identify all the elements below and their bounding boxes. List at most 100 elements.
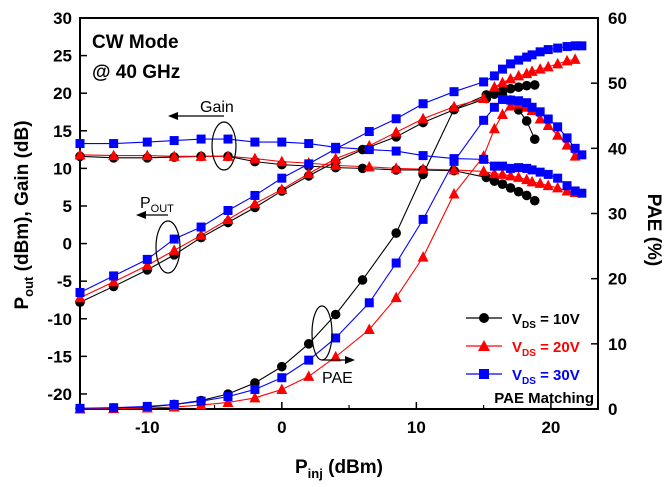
gain-point-20v (108, 150, 119, 161)
pae-point-30v (490, 103, 499, 112)
gain-point-30v (109, 139, 118, 148)
pae-point-30v (479, 116, 488, 125)
y-left-tick-label: 25 (53, 47, 72, 66)
pae-line-20v (80, 104, 575, 409)
gain-point-30v (331, 143, 340, 152)
gain-point-30v (553, 174, 562, 183)
pae-point-30v (277, 373, 286, 382)
pout-point-30v (577, 41, 586, 50)
pae-point-10v (277, 362, 287, 372)
pout-point-30v (170, 235, 179, 244)
pae-point-30v (506, 96, 515, 105)
x-tick-label: 20 (541, 418, 560, 437)
pout-point-30v (514, 56, 523, 65)
y-left-tick-label: 5 (63, 197, 72, 216)
pout-point-30v (277, 174, 286, 183)
gain-point-10v (522, 191, 532, 201)
pout-point-20v (169, 244, 180, 255)
pout-point-30v (490, 71, 499, 80)
pae-point-30v (544, 115, 553, 124)
pout-point-30v (553, 44, 562, 53)
pae-point-30v (224, 392, 233, 401)
x-tick-label: 0 (277, 418, 286, 437)
pae-point-30v (514, 96, 523, 105)
pout-point-10v (506, 84, 516, 94)
pout-point-20v (391, 126, 402, 137)
condition-line-2: @ 40 GHz (92, 62, 180, 83)
pae-point-10v (331, 310, 341, 320)
pout-point-20v (570, 53, 581, 64)
y-left-tick-label: -20 (47, 385, 72, 404)
pae-arrowhead (345, 356, 355, 364)
x-axis-title: Pinj (dBm) (295, 457, 383, 481)
y-left-tick-label: 10 (53, 159, 72, 178)
pout-point-30v (450, 87, 459, 96)
y-left-tick-label: 15 (53, 122, 72, 141)
pout-arrowhead (136, 211, 146, 219)
gain-ellipse (212, 122, 236, 170)
gain-point-30v (304, 139, 313, 148)
y-left-tick-label: -5 (57, 272, 72, 291)
y-left-tick-label: 30 (53, 9, 72, 28)
pae-point-20v (303, 370, 314, 381)
gain-point-30v (528, 165, 537, 174)
gain-point-30v (544, 170, 553, 179)
pae-point-10v (358, 275, 368, 285)
x-tick-label: -10 (135, 418, 160, 437)
pae-point-10v (522, 116, 532, 126)
pout-ellipse (156, 221, 180, 273)
pae-point-30v (419, 215, 428, 224)
pout-point-30v (536, 47, 545, 56)
pae-point-20v (489, 123, 500, 134)
pae-point-30v (563, 133, 572, 142)
legend-marker-30v (479, 369, 489, 379)
pae-point-30v (304, 356, 313, 365)
gain-point-30v (514, 163, 523, 172)
legend-label-30v: VDS = 30V (512, 367, 580, 387)
gain-point-30v (170, 136, 179, 145)
pout-point-30v (392, 114, 401, 123)
y-axis-right-title: PAE (%) (643, 194, 664, 266)
y-left-tick-label: 0 (63, 235, 72, 254)
gain-point-30v (479, 155, 488, 164)
pout-point-30v (197, 223, 206, 232)
y-right-tick-label: 40 (608, 139, 627, 158)
legend: VDS = 10V VDS = 20V VDS = 30V PAE Matchi… (466, 311, 594, 407)
pout-point-20v (223, 214, 234, 225)
pae-point-10v (530, 134, 540, 144)
pout-point-30v (498, 65, 507, 74)
gain-point-30v (277, 138, 286, 147)
pout-point-30v (109, 271, 118, 280)
pout-point-30v (304, 159, 313, 168)
x-tick-label: 10 (407, 418, 426, 437)
pout-point-10v (514, 82, 524, 92)
legend-marker-10v (479, 313, 489, 323)
gain-point-30v (143, 138, 152, 147)
pout-point-30v (506, 59, 515, 68)
pae-point-30v (170, 400, 179, 409)
gain-point-30v (250, 138, 259, 147)
gain-point-30v (392, 147, 401, 156)
pae-point-30v (392, 259, 401, 268)
pae-point-30v (109, 403, 118, 412)
series (75, 41, 587, 413)
legend-label-20v: VDS = 20V (512, 339, 580, 359)
gain-point-30v (365, 145, 374, 154)
pae-point-30v (553, 122, 562, 131)
pout-point-30v (528, 50, 537, 59)
pae-point-20v (276, 383, 287, 394)
gain-point-10v (530, 196, 540, 206)
y-right-tick-label: 50 (608, 74, 627, 93)
gain-arrowhead (168, 112, 178, 120)
pout-point-30v (419, 99, 428, 108)
pout-point-20v (418, 113, 429, 124)
pae-point-30v (143, 402, 152, 411)
pout-point-30v (76, 288, 85, 297)
gain-point-30v (536, 168, 545, 177)
pout-point-10v (530, 80, 540, 90)
pae-point-30v (250, 385, 259, 394)
gain-point-30v (76, 139, 85, 148)
pae-point-30v (365, 298, 374, 307)
gain-point-30v (197, 135, 206, 144)
